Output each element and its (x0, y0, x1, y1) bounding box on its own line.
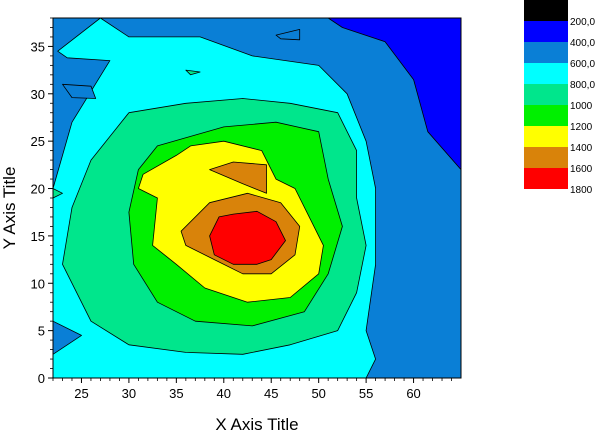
legend-label: 1400 (570, 143, 593, 154)
contour-region-1600-8 (209, 210, 286, 265)
legend-label: 1000 (570, 101, 593, 112)
legend-swatch (524, 63, 568, 84)
legend-swatch (524, 105, 568, 126)
x-axis-ticks: 25 30 35 40 45 50 55 60 (52, 378, 452, 401)
y-axis-title: Y Axis Title (0, 167, 19, 250)
legend-swatch (524, 84, 568, 105)
y-tick-label: 5 (38, 324, 45, 339)
x-tick-label: 60 (406, 386, 420, 401)
x-tick-label: 50 (311, 386, 325, 401)
y-tick-label: 15 (31, 229, 45, 244)
legend-swatch (524, 126, 568, 147)
x-tick-label: 45 (264, 386, 278, 401)
x-tick-label: 25 (74, 386, 88, 401)
y-axis-ticks: 0 5 10 15 20 25 30 35 (31, 17, 53, 386)
contour-region-200-1 (327, 18, 461, 171)
y-tick-label: 35 (31, 39, 45, 54)
contour-region-1400-7 (209, 161, 267, 194)
legend: 200,0 400,0 600,0 800,0 1000 1200 1400 1600 1800 (524, 0, 595, 196)
x-tick-label: 30 (122, 386, 136, 401)
y-tick-label: 0 (38, 371, 45, 386)
contour-feature-3 (275, 28, 301, 41)
contour-feature-1 (185, 69, 201, 76)
legend-label: 800,0 (570, 80, 595, 91)
legend-label: 1200 (570, 122, 593, 133)
legend-label: 200,0 (570, 17, 595, 28)
legend-label: 1800 (570, 185, 593, 196)
legend-label: 1600 (570, 164, 593, 175)
plot-area (52, 17, 462, 379)
legend-swatch (524, 42, 568, 63)
y-tick-label: 20 (31, 182, 45, 197)
x-tick-label: 40 (217, 386, 231, 401)
y-tick-label: 25 (31, 134, 45, 149)
contour-feature-2 (62, 83, 97, 99)
legend-swatch (524, 21, 568, 42)
legend-swatch (524, 147, 568, 168)
x-tick-label: 35 (169, 386, 183, 401)
y-tick-label: 10 (31, 276, 45, 291)
legend-label: 400,0 (570, 38, 595, 49)
contour-feature-0 (53, 188, 63, 199)
legend-label: 600,0 (570, 59, 595, 70)
legend-swatch (524, 0, 568, 21)
x-tick-label: 55 (359, 386, 373, 401)
legend-swatch (524, 168, 568, 189)
x-axis-title: X Axis Title (215, 415, 298, 433)
y-tick-label: 30 (31, 87, 45, 102)
